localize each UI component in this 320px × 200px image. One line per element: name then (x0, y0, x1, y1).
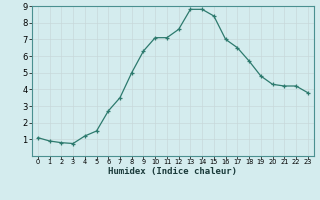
X-axis label: Humidex (Indice chaleur): Humidex (Indice chaleur) (108, 167, 237, 176)
